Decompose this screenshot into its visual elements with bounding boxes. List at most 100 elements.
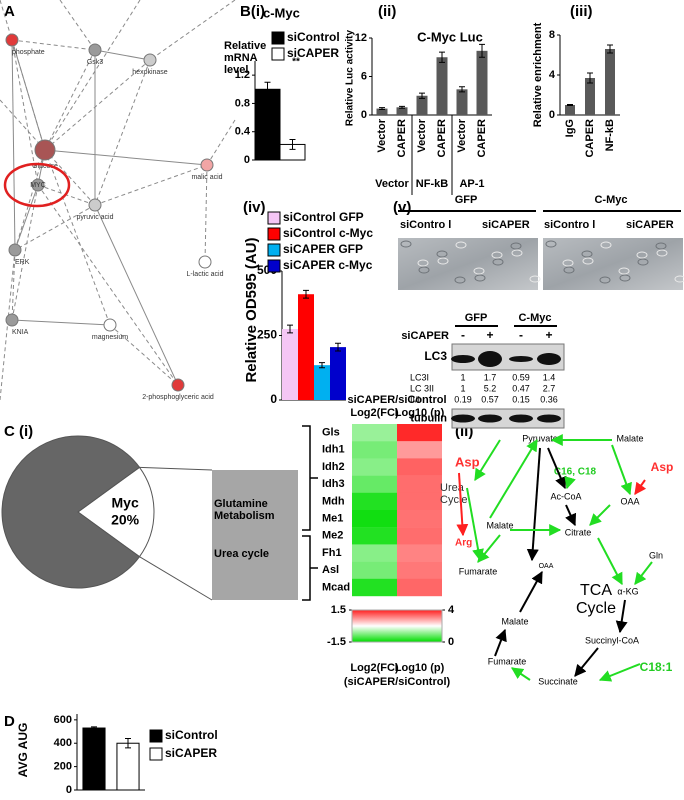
legend-swatch <box>271 31 285 45</box>
blot-value: 5.2 <box>484 383 497 393</box>
cell <box>492 258 504 266</box>
bar <box>376 108 388 115</box>
heatmap-cell <box>397 458 442 476</box>
legend-label: siControl <box>287 30 340 44</box>
tca-arrow <box>611 444 632 496</box>
network-node-label: hexokinase <box>132 69 168 76</box>
pie-slice <box>77 466 155 558</box>
tca-node: Fumarate <box>488 656 527 666</box>
panel-label: B(i) <box>240 3 265 20</box>
y-tick-label: 0.4 <box>235 126 251 138</box>
tca-node: Ac-CoA <box>550 491 581 501</box>
bracket <box>302 425 318 531</box>
network-edge <box>9 249 16 321</box>
network-edge <box>44 149 111 326</box>
y-tick-label: 0 <box>549 109 555 121</box>
tca-arrow <box>615 599 628 634</box>
bar <box>314 365 330 400</box>
highlight-ellipse <box>3 162 71 208</box>
heatmap-cell <box>397 527 442 545</box>
pie-label: Myc <box>112 495 139 511</box>
blot-band <box>451 414 475 423</box>
row-label: Asl <box>322 564 339 576</box>
tca-arrow <box>574 647 599 677</box>
legend-label: siCAPER <box>287 46 339 60</box>
network-node <box>31 178 45 192</box>
x-tick-label: CAPER <box>396 119 408 158</box>
cell <box>619 274 631 282</box>
column-label: siContro l <box>544 219 595 231</box>
cell <box>599 276 611 284</box>
network-node <box>88 198 102 212</box>
error-bar <box>587 72 593 84</box>
y-tick-label: 6 <box>361 70 367 82</box>
legend-swatch <box>149 729 163 743</box>
network-node-label: L-lactic acid <box>187 271 224 278</box>
group-label-box: Urea cycle <box>214 548 269 560</box>
tca-node: Malate <box>486 520 513 530</box>
row-label: Mdh <box>322 495 345 507</box>
tca-arrow <box>474 439 501 482</box>
colorbar-tick-label: 1.5 <box>331 604 346 616</box>
error-bar <box>439 51 445 63</box>
blot-value: 1.7 <box>484 372 497 382</box>
x-tick-label: CAPER <box>476 119 488 158</box>
network-edge <box>14 204 96 251</box>
cell <box>637 258 649 266</box>
bar <box>298 294 314 400</box>
blot-treatment: siCAPER <box>401 330 449 342</box>
legend-swatch <box>267 227 281 241</box>
cell <box>437 257 449 265</box>
cell <box>511 249 523 257</box>
tca-arrow <box>511 667 531 681</box>
network-edge <box>37 184 179 386</box>
blot-value: 0.47 <box>512 383 530 393</box>
bracket <box>302 535 318 601</box>
y-tick-label: 400 <box>54 737 72 749</box>
pie-value-label: 20% <box>111 512 140 528</box>
tca-node: Succinate <box>538 676 578 686</box>
panel-label: A <box>4 3 15 20</box>
blot-value: 0.57 <box>481 394 499 404</box>
panel-label: (iv) <box>243 199 266 216</box>
blot-band <box>509 356 533 362</box>
legend-label: siCAPER <box>165 746 217 760</box>
colorbar-tick-label: 0 <box>448 636 454 648</box>
heatmap-cell <box>397 475 442 493</box>
tca-node-box: TCA Cycle <box>576 582 616 617</box>
legend-swatch <box>149 747 163 761</box>
cell <box>529 275 541 283</box>
micrograph <box>398 238 538 290</box>
bar <box>605 49 615 115</box>
blot-value: 1.4 <box>543 372 556 382</box>
y-tick-label: 0 <box>361 109 367 121</box>
cell <box>510 242 522 250</box>
y-axis-label: AVG AUG <box>16 723 30 778</box>
blot-row-label: LC3I <box>410 372 429 382</box>
network-node <box>88 43 102 57</box>
row-label: Gls <box>322 427 340 439</box>
tca-arrow <box>489 438 538 519</box>
legend-swatch <box>271 47 285 61</box>
error-bar <box>264 81 271 97</box>
network-node-label: pyruvic acid <box>77 214 114 221</box>
cell <box>655 242 667 250</box>
cell <box>491 251 503 259</box>
annotation: ** <box>292 57 300 68</box>
legend-label: siControl <box>165 728 218 742</box>
heatmap-title: siCAPER/siControl <box>347 394 446 406</box>
heatmap-cell <box>352 441 397 459</box>
y-tick-label: 0 <box>244 154 250 166</box>
network-node <box>5 33 19 47</box>
network-node-label: phosphate <box>12 49 45 56</box>
network-node <box>103 318 117 332</box>
tca-node: OAA <box>539 563 554 570</box>
tca-node: Citrate <box>565 527 592 537</box>
error-bar <box>303 289 309 299</box>
bar <box>254 88 281 161</box>
network-edge <box>44 149 208 168</box>
heatmap-cell <box>352 492 397 511</box>
tca-node: Asp <box>651 460 674 474</box>
group-label: AP-1 <box>459 178 484 190</box>
bar <box>585 78 595 115</box>
